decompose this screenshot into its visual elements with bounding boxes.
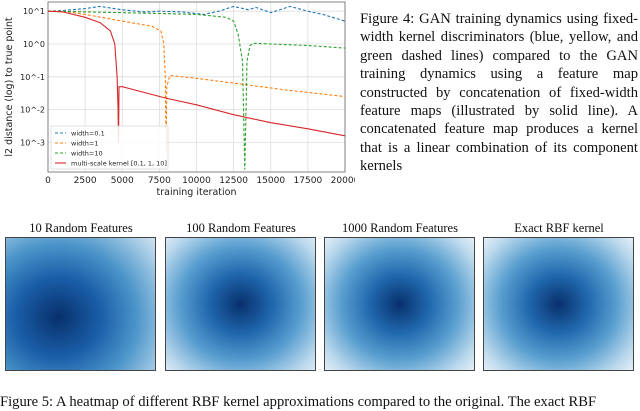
x-tick-label: 15000 — [256, 176, 285, 186]
panel-title: Exact RBF kernel — [514, 221, 604, 235]
panel-title: 1000 Random Features — [342, 221, 458, 235]
y-tick-label: 10^-3 — [20, 138, 45, 147]
series-line-width-10 — [47, 10, 346, 170]
x-tick-label: 5000 — [111, 176, 134, 186]
y-tick-label: 10^1 — [23, 7, 45, 16]
figure4-caption: Figure 4: GAN training dynamics using fi… — [360, 11, 638, 175]
fig4-chart: 0 2500 5000 7500 10000 12500 15000 17500 20000 10… — [4, 1, 355, 198]
y-axis-label: l2 distance (log) to true point — [4, 17, 15, 156]
panel-title: 10 Random Features — [29, 221, 133, 235]
y-tick-label: 10^-1 — [20, 73, 45, 82]
heatmap-1000-features — [324, 237, 475, 371]
heatmap-10-features — [5, 237, 156, 371]
x-axis-label: training iteration — [157, 187, 237, 198]
x-tick-label: 20000 — [331, 176, 355, 186]
heatmap-exact-rbf — [483, 237, 634, 371]
x-tick-label: 2500 — [74, 176, 97, 186]
plot-frame — [47, 1, 346, 173]
legend-label: width=1 — [71, 140, 99, 148]
y-tick-label: 10^-2 — [20, 106, 45, 115]
x-tick-label: 12500 — [219, 176, 248, 186]
legend-label: width=10 — [71, 150, 103, 158]
series-line-multi-scale-kernel-0-1-1-10- — [47, 10, 346, 143]
legend-label: width=0.1 — [71, 130, 105, 138]
x-tick-label: 0 — [45, 176, 51, 186]
y-tick-label: 10^0 — [23, 40, 45, 49]
panel-title: 100 Random Features — [186, 221, 296, 235]
legend-box — [50, 125, 169, 170]
x-tick-label: 7500 — [148, 176, 171, 186]
x-tick-label: 10000 — [182, 176, 211, 186]
series-line-width-1 — [48, 10, 346, 153]
x-tick-label: 17500 — [294, 176, 323, 186]
figure5-caption: Figure 5: A heatmap of different RBF ker… — [0, 394, 597, 410]
legend-label: multi-scale kernel [0.1, 1, 10] — [71, 160, 167, 168]
heatmap-100-features — [165, 237, 316, 371]
